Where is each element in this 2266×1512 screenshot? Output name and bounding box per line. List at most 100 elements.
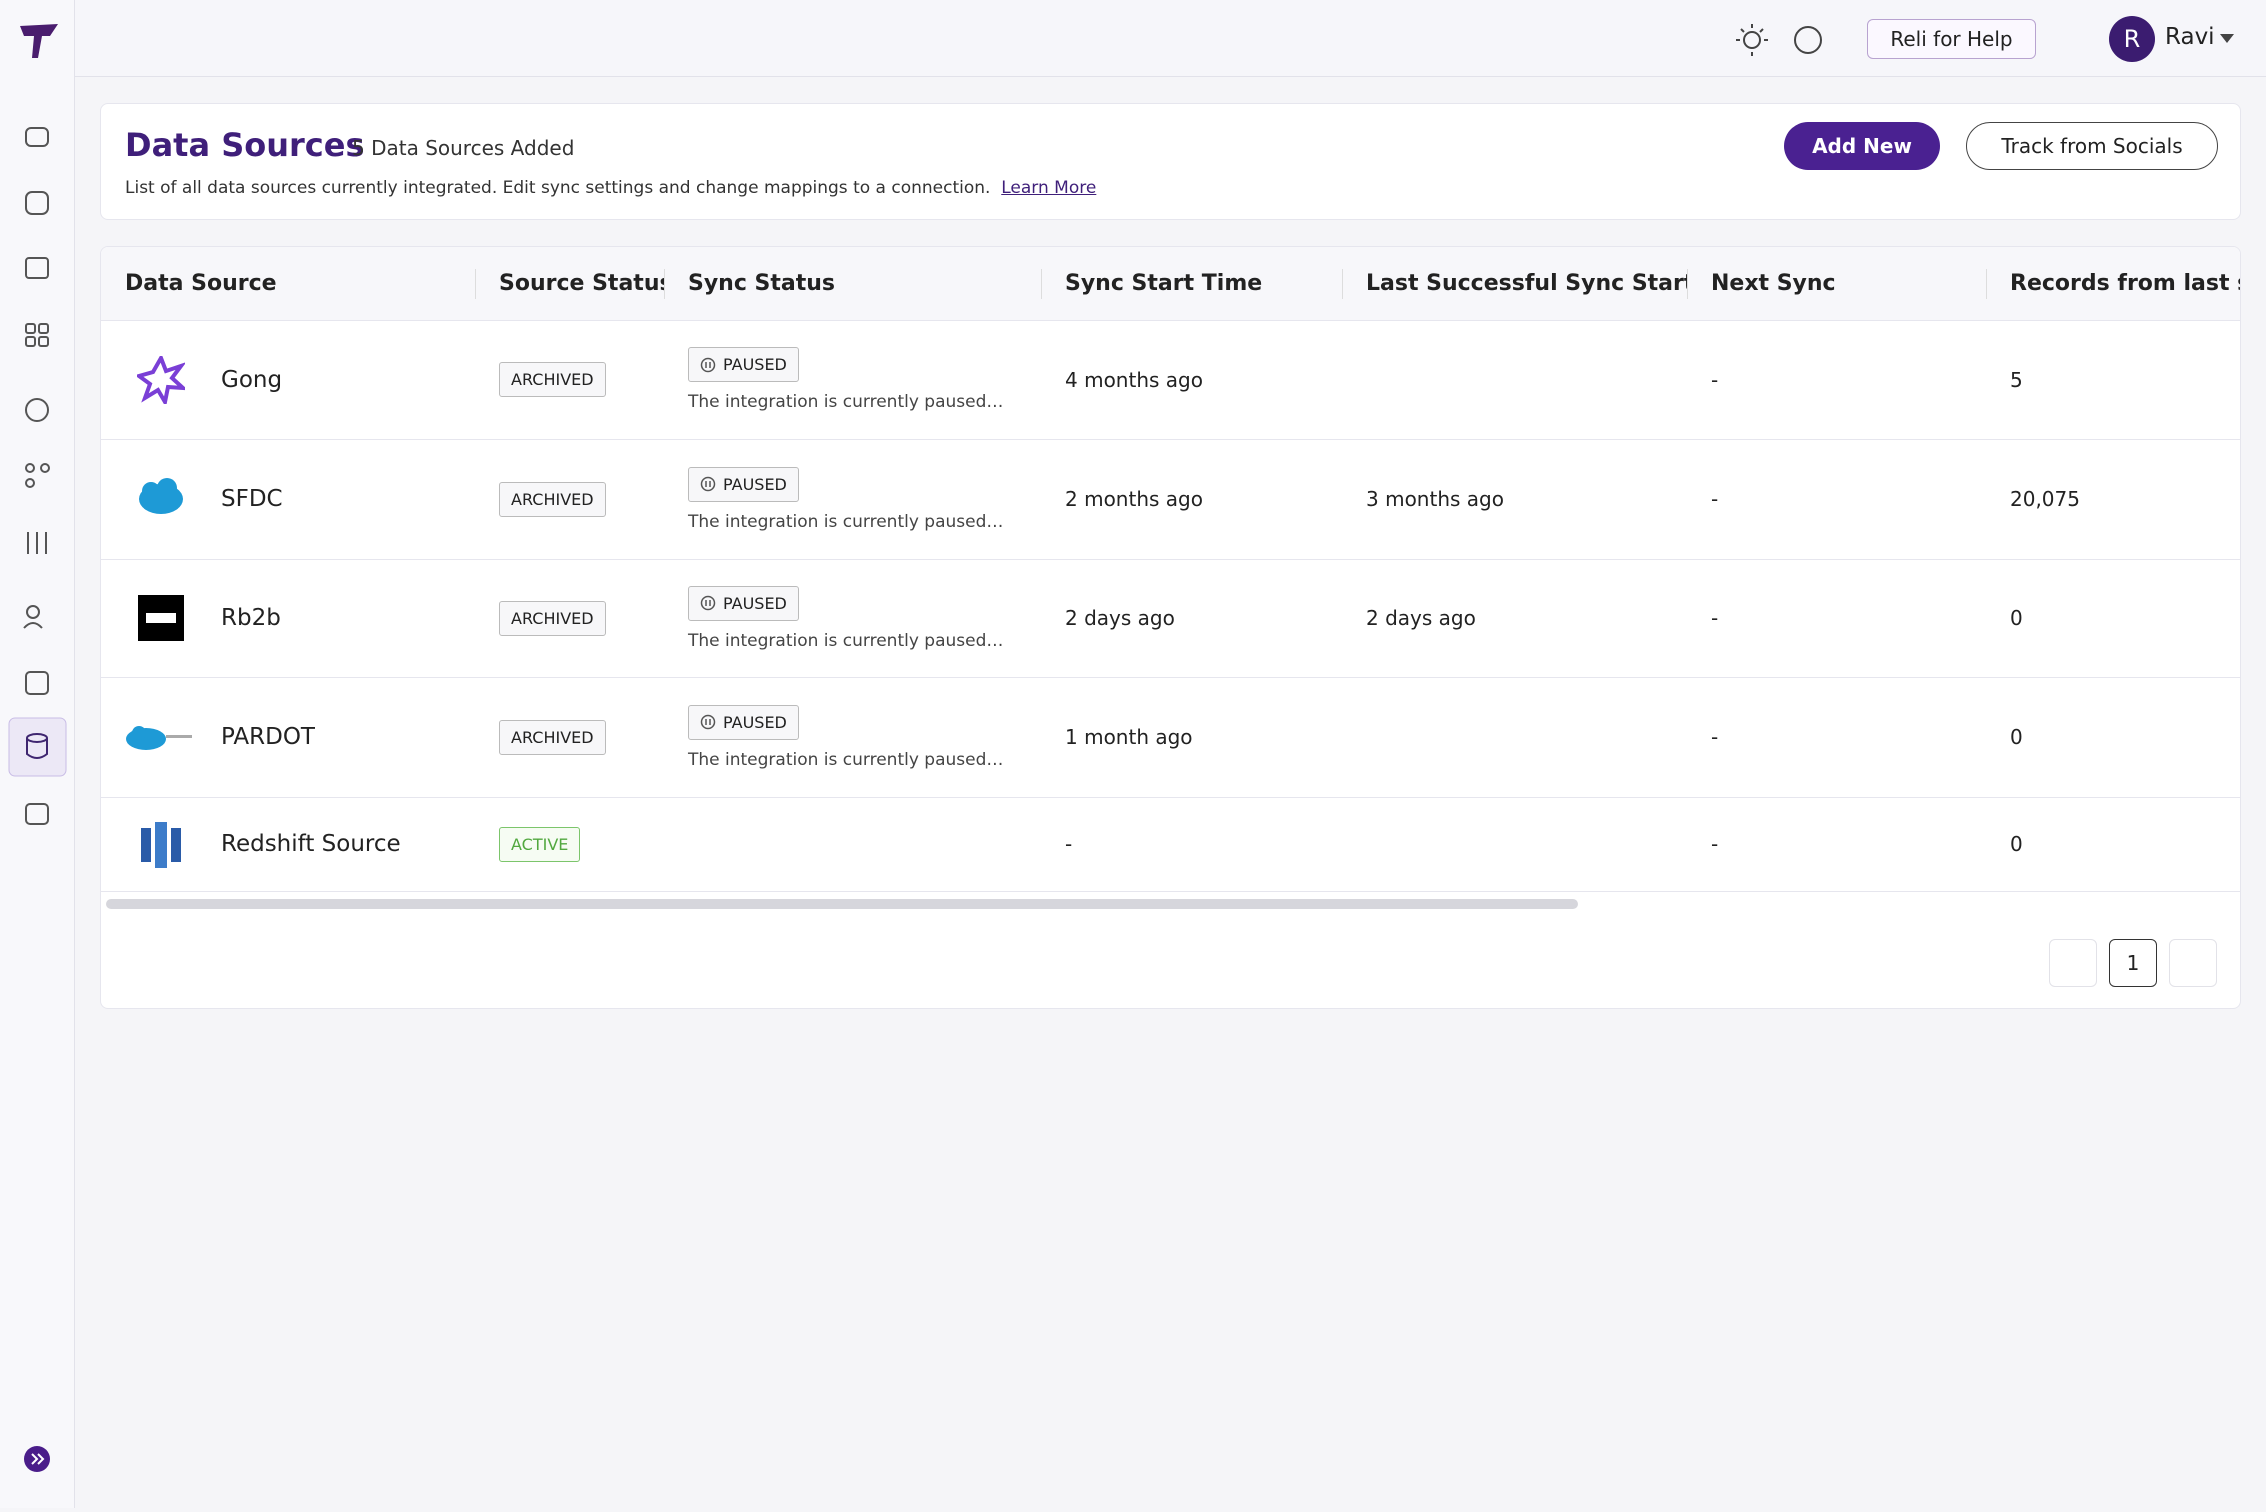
source-logo (125, 820, 197, 868)
source: SFDC (125, 475, 474, 523)
cell-next-sync: - (1687, 677, 1986, 798)
cell-sync-start: 2 days ago (1041, 559, 1342, 678)
logo-shape (141, 822, 181, 868)
logo-shape (138, 595, 184, 641)
logo-shape (137, 355, 185, 404)
source-name: PARDOT (221, 724, 315, 750)
sync-badge: PAUSED (688, 347, 799, 382)
learn-more[interactable]: Learn More (1001, 178, 1097, 198)
last-success: 3 months ago (1366, 487, 1504, 511)
cell-sync-start: 1 month ago (1041, 677, 1342, 798)
next-sync: - (1711, 725, 1719, 749)
header-row: Data Source Source Status Sync Status Sync … (101, 247, 2240, 321)
sync-note: The integration is currently paused… (688, 511, 1004, 532)
sync-note: The integration is currently paused… (688, 749, 1004, 770)
cell-records: 0 (1986, 559, 2240, 678)
column-header: Sync Status (664, 247, 1041, 321)
scrollbar[interactable] (106, 899, 1578, 909)
column-header: Data Source (101, 247, 475, 321)
sync-badge: PAUSED (688, 466, 799, 502)
sync-status-text: PAUSED (723, 474, 787, 494)
avatar[interactable]: R (2109, 16, 2155, 62)
source-name: Gong (221, 366, 283, 393)
column-header: Records from last sync (1986, 247, 2240, 321)
cell-sync-status (664, 797, 1041, 892)
cell-next-sync: - (1687, 797, 1986, 892)
cell-source: Redshift Source (101, 797, 475, 892)
cell-records: 0 (1986, 677, 2240, 798)
status-badge: ACTIVE (499, 826, 581, 862)
sync-status-text: PAUSED (723, 712, 787, 732)
source: Redshift Source (125, 820, 474, 868)
next-sync: - (1711, 832, 1719, 856)
source-name: SFDC (221, 486, 283, 512)
logo-shape (126, 726, 192, 750)
description-text: List of all data sources currently integ… (125, 178, 991, 198)
logo-shape (139, 478, 183, 514)
prev-page[interactable] (2049, 939, 2097, 987)
table-body: Gong ARCHIVED PAUSED The integration is cur… (101, 320, 2240, 892)
sync-start: 2 days ago (1065, 606, 1175, 630)
nav-active (8, 717, 67, 777)
logo (20, 24, 58, 58)
help-button[interactable]: Reli for Help (1867, 19, 2036, 59)
source-logo (125, 594, 197, 642)
status-badge: ARCHIVED (499, 362, 606, 397)
table-row: PARDOT ARCHIVED PAUSED The integration is c… (101, 677, 2240, 798)
sync-start: 4 months ago (1065, 367, 1203, 392)
source: Gong (125, 355, 474, 404)
cell-sync-status: PAUSED The integration is currently pause… (664, 320, 1041, 440)
table-row: Redshift Source ACTIVE - - 0 (101, 797, 2240, 892)
records: 0 (2010, 832, 2023, 856)
table-row: Rb2b ARCHIVED PAUSED The integration is cur… (101, 559, 2240, 678)
records: 20,075 (2010, 487, 2080, 511)
cell-sync-status: PAUSED The integration is currently pause… (664, 559, 1041, 678)
track-text: Track from Socials (2001, 134, 2183, 158)
source-name: Rb2b (221, 605, 281, 631)
cell-last-success (1342, 320, 1687, 440)
cell-next-sync: - (1687, 439, 1986, 560)
next-sync: - (1711, 606, 1719, 630)
records: 5 (2010, 367, 2023, 392)
pause-icon (700, 714, 716, 730)
help-text: Reli for Help (1890, 27, 2013, 51)
column-header: Next Sync (1687, 247, 1986, 321)
last-success: 2 days ago (1366, 606, 1476, 630)
cell-source-status: ARCHIVED (475, 439, 664, 560)
cell-next-sync: - (1687, 320, 1986, 440)
status-badge: ARCHIVED (499, 600, 606, 636)
user-name[interactable]: Ravi (2165, 24, 2215, 50)
sync-start: 1 month ago (1065, 725, 1193, 749)
cell-source-status: ARCHIVED (475, 559, 664, 678)
sync-badge: PAUSED (688, 585, 799, 621)
sync-start: - (1065, 832, 1073, 856)
count: 5 Data Sources Added (352, 136, 575, 160)
cell-last-success (1342, 797, 1687, 892)
table-scroll: Data Source Source Status Sync Status Sync … (101, 247, 2240, 892)
pause-icon (700, 595, 716, 611)
add-button[interactable]: Add New (1784, 122, 1940, 170)
table-row: Gong ARCHIVED PAUSED The integration is cur… (101, 320, 2240, 440)
cell-source: PARDOT (101, 677, 475, 798)
cell-next-sync: - (1687, 559, 1986, 678)
track-button[interactable]: Track from Socials (1966, 122, 2218, 170)
source-logo (125, 713, 197, 761)
data-table: Data Source Source Status Sync Status Sync … (101, 247, 2240, 892)
sync-status-text: PAUSED (723, 355, 787, 374)
header-card: Data Sources 5 Data Sources Added List o… (100, 103, 2241, 220)
page-number[interactable]: 1 (2109, 939, 2157, 987)
sync-start: 2 months ago (1065, 487, 1203, 511)
pause-icon (700, 357, 716, 372)
cell-last-success: 2 days ago (1342, 559, 1687, 678)
cell-source-status: ARCHIVED (475, 320, 664, 440)
source: PARDOT (125, 713, 474, 761)
cell-sync-start: 4 months ago (1041, 320, 1342, 440)
next-page[interactable] (2169, 939, 2217, 987)
source: Rb2b (125, 594, 474, 642)
sidebar (0, 0, 75, 1508)
topbar: Reli for Help R Ravi (75, 0, 2266, 77)
table-card: Data Source Source Status Sync Status Sync … (100, 246, 2241, 1009)
source-logo (125, 475, 197, 523)
sync-status-text: PAUSED (723, 593, 787, 613)
